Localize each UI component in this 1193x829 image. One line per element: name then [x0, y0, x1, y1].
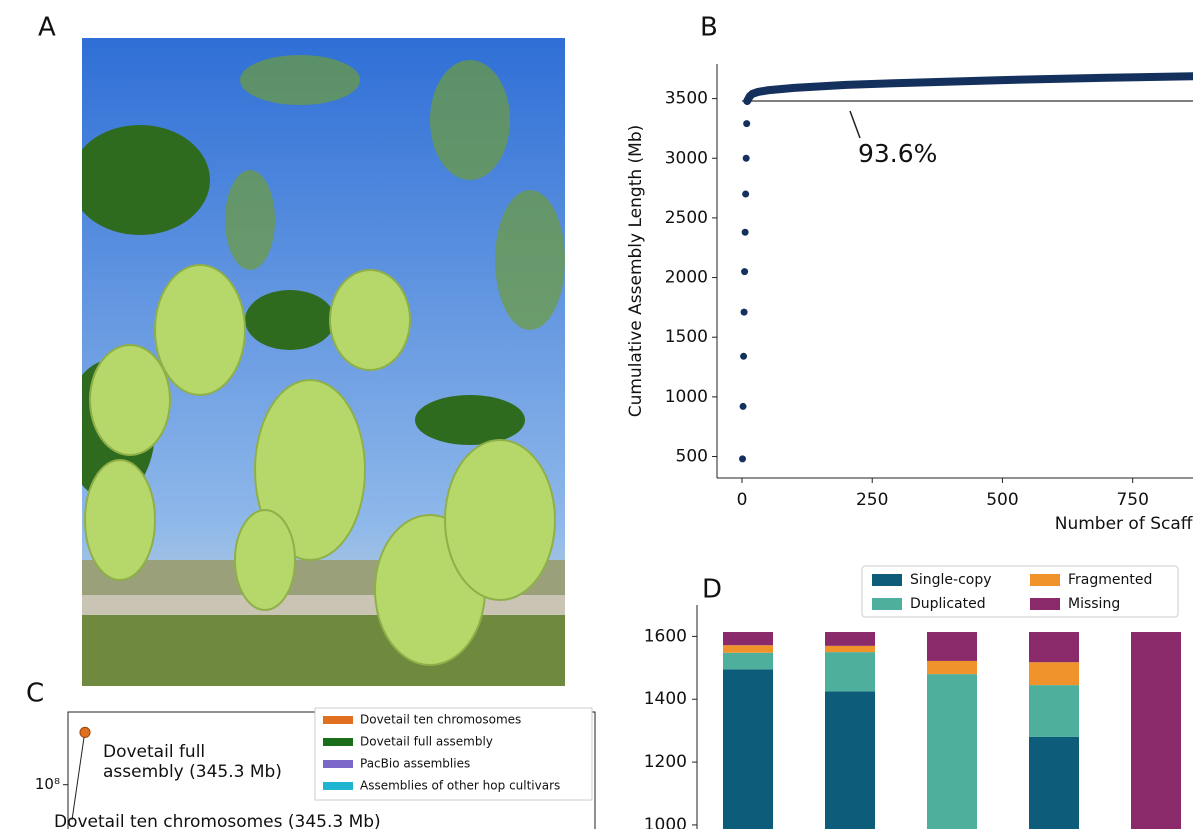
bar-segment — [825, 646, 875, 652]
panel-label: C — [26, 679, 44, 709]
y-tick-label: 10⁸ — [35, 775, 60, 793]
bar-segment — [927, 632, 977, 661]
legend-swatch — [323, 738, 353, 746]
bar-segment — [825, 652, 875, 691]
bar-segment — [1029, 632, 1079, 662]
legend-swatch — [872, 598, 902, 610]
legend-label: Assemblies of other hop cultivars — [360, 779, 560, 793]
plot-area — [723, 632, 1181, 829]
y-tick-label: 2000 — [665, 268, 708, 288]
annotation: Dovetail ten chromosomes (345.3 Mb) — [54, 812, 381, 829]
bar-segment — [1131, 632, 1181, 829]
x-tick-label: 0 — [737, 490, 748, 510]
annotation: Dovetail full — [103, 742, 205, 762]
bar-segment — [723, 632, 773, 645]
annotation: assembly (345.3 Mb) — [103, 762, 282, 782]
data-point — [742, 191, 749, 198]
legend-label: PacBio assemblies — [360, 757, 470, 771]
bar-segment — [723, 669, 773, 829]
legend-label: Duplicated — [910, 596, 986, 612]
bar-segment — [825, 632, 875, 646]
x-tick-label: 750 — [1116, 490, 1148, 510]
data-point — [741, 309, 748, 316]
legend-label: Missing — [1068, 596, 1120, 612]
legend-swatch — [1030, 598, 1060, 610]
data-point — [740, 403, 747, 410]
y-tick-label: 1200 — [644, 752, 687, 772]
data-point — [740, 353, 747, 360]
legend-label: Fragmented — [1068, 572, 1152, 588]
photo — [65, 38, 565, 686]
annotation: 93.6% — [858, 139, 937, 168]
y-axis-label: Cumulative Assembly Length (Mb) — [626, 125, 646, 418]
bar-segment — [927, 661, 977, 674]
legend-label: Dovetail full assembly — [360, 735, 493, 749]
bar-segment — [825, 691, 875, 829]
panel-label: A — [38, 13, 56, 43]
bar-segment — [1029, 737, 1079, 829]
y-tick-label: 2500 — [665, 208, 708, 228]
x-tick-label: 500 — [986, 490, 1018, 510]
y-tick-label: 1000 — [665, 387, 708, 407]
legend-swatch — [872, 574, 902, 586]
legend-swatch — [323, 760, 353, 768]
bar-segment — [723, 653, 773, 670]
y-tick-label: 1500 — [665, 327, 708, 347]
data-point — [80, 727, 90, 737]
data-point — [739, 455, 746, 462]
annotation-pointer — [850, 111, 860, 138]
bar-segment — [1029, 662, 1079, 685]
legend-label: Dovetail ten chromosomes — [360, 713, 521, 727]
y-tick-label: 3000 — [665, 148, 708, 168]
x-axis-label: Number of Scaffolds — [1055, 514, 1193, 534]
legend-swatch — [323, 716, 353, 724]
figure: A B C D 02505007501000125015005001000150… — [0, 0, 1193, 829]
data-point — [742, 229, 749, 236]
panel-label: D — [702, 575, 722, 605]
legend-label: Single-copy — [910, 572, 992, 588]
y-tick-label: 3500 — [665, 89, 708, 109]
annotation-pointer — [72, 737, 84, 820]
data-point — [743, 120, 750, 127]
y-tick-label: 500 — [676, 447, 708, 467]
data-line — [747, 72, 1193, 101]
bar-segment — [723, 645, 773, 653]
data-point — [741, 268, 748, 275]
y-tick-label: 1400 — [644, 689, 687, 709]
bar-segment — [927, 674, 977, 829]
legend-swatch — [1030, 574, 1060, 586]
panel-label: B — [700, 13, 718, 43]
y-tick-label: 1000 — [644, 815, 687, 829]
x-tick-label: 250 — [856, 490, 888, 510]
data-point — [743, 155, 750, 162]
y-tick-label: 1600 — [644, 626, 687, 646]
legend-swatch — [323, 782, 353, 790]
bar-segment — [1029, 685, 1079, 737]
